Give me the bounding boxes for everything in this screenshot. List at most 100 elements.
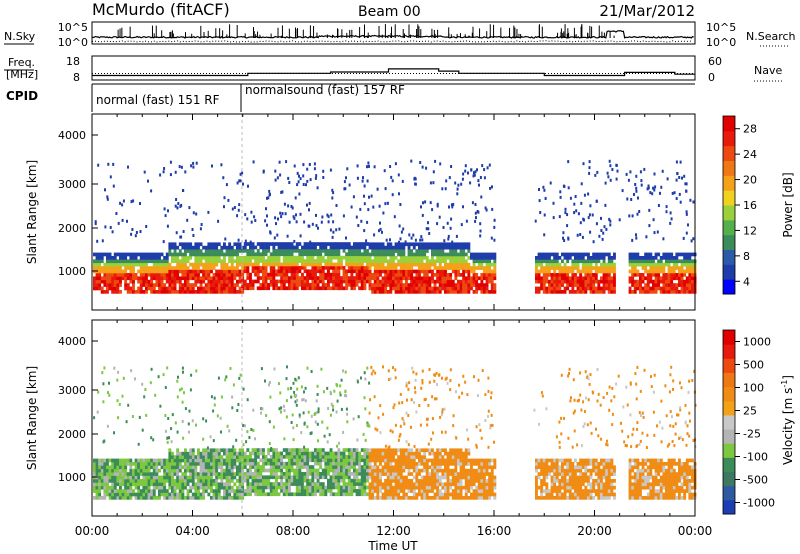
velocity-cell [431, 482, 434, 487]
velocity-cell [116, 462, 120, 466]
velocity-cell [225, 465, 229, 470]
velocity-cell [363, 458, 367, 463]
power-cell [223, 290, 226, 294]
velocity-cell [472, 468, 476, 473]
power-cell [181, 252, 185, 257]
power-cell [295, 249, 299, 253]
velocity-cell [137, 485, 141, 490]
power-cell [264, 262, 268, 267]
velocity-cell [418, 455, 421, 459]
power-cell [610, 276, 614, 281]
power-cell [467, 245, 471, 250]
velocity-cell [264, 492, 268, 497]
velocity-cell [272, 465, 276, 469]
power-cell [285, 279, 289, 284]
velocity-cell [350, 478, 354, 483]
power-cell [376, 286, 380, 291]
power-cell [180, 235, 183, 239]
velocity-cell [98, 462, 102, 466]
power-cell [311, 259, 315, 263]
power-cell [493, 269, 497, 274]
power-cell [428, 279, 432, 284]
power-cell [119, 201, 122, 205]
power-cell [626, 197, 629, 201]
power-cell [160, 286, 164, 291]
velocity-cell [119, 496, 122, 500]
velocity-cell [368, 451, 372, 456]
power-cell [295, 242, 299, 246]
power-cell [373, 233, 376, 237]
power-cell [319, 279, 323, 284]
power-cell [600, 256, 603, 260]
power-cell [553, 256, 557, 260]
power-cell [685, 283, 689, 287]
velocity-cell [155, 485, 159, 490]
power-cell [98, 266, 102, 270]
velocity-cell [407, 451, 411, 456]
power-cell [124, 262, 128, 267]
power-cell [158, 256, 161, 260]
power-cell [236, 279, 239, 284]
power-cell [168, 245, 172, 250]
power-cell [386, 249, 390, 253]
power-cell [644, 259, 648, 264]
velocity-cell [298, 451, 302, 456]
power-cell [464, 266, 468, 270]
velocity-cell [272, 451, 276, 456]
power-cell [550, 276, 554, 281]
velocity-cell [285, 489, 289, 493]
power-cell [436, 279, 440, 284]
velocity-cell [168, 485, 172, 490]
power-cell [535, 262, 538, 267]
velocity-cell [459, 455, 463, 459]
velocity-cell [418, 492, 421, 497]
velocity-cell [334, 465, 338, 469]
power-cell [611, 168, 614, 171]
power-cell [264, 276, 268, 280]
velocity-cell [353, 465, 356, 469]
velocity-cell [384, 455, 388, 459]
power-cell [368, 276, 372, 281]
velocity-cell [230, 451, 234, 456]
power-cell [579, 290, 583, 294]
nsearch-tick-bottom: 10^0 [706, 36, 736, 49]
power-cell [449, 279, 453, 284]
velocity-cell [262, 465, 265, 469]
power-cell [347, 249, 351, 253]
power-cell [579, 269, 583, 274]
velocity-cell [173, 468, 177, 473]
power-cell [363, 283, 367, 287]
velocity-cell [355, 451, 359, 456]
velocity-cell [186, 475, 190, 480]
velocity-cell [288, 448, 291, 452]
velocity-cell [446, 479, 450, 483]
power-cell [160, 269, 164, 274]
power-cell [363, 269, 367, 274]
velocity-cell [228, 482, 232, 487]
velocity-cell [106, 492, 109, 497]
power-cell [363, 252, 367, 257]
velocity-cell [373, 489, 377, 493]
power-cell [366, 179, 369, 183]
power-cell [454, 269, 458, 274]
velocity-cell [277, 475, 281, 480]
power-cell [204, 259, 208, 264]
power-cell [415, 242, 419, 247]
power-cell [230, 259, 234, 264]
power-cell [662, 283, 666, 287]
power-cell [457, 256, 460, 260]
velocity-cell [238, 479, 242, 483]
power-cell [272, 259, 276, 263]
power-cell [428, 232, 431, 235]
power-cell [358, 279, 362, 284]
power-cell [314, 242, 317, 246]
velocity-cell [381, 465, 385, 470]
velocity-cell [262, 475, 265, 480]
velocity-cell [163, 475, 167, 480]
velocity-cell [113, 468, 117, 473]
power-cell [145, 286, 148, 291]
power-cell [633, 193, 635, 196]
power-cell [392, 252, 395, 257]
velocity-cell [215, 465, 219, 470]
velocity-cell [290, 468, 294, 473]
